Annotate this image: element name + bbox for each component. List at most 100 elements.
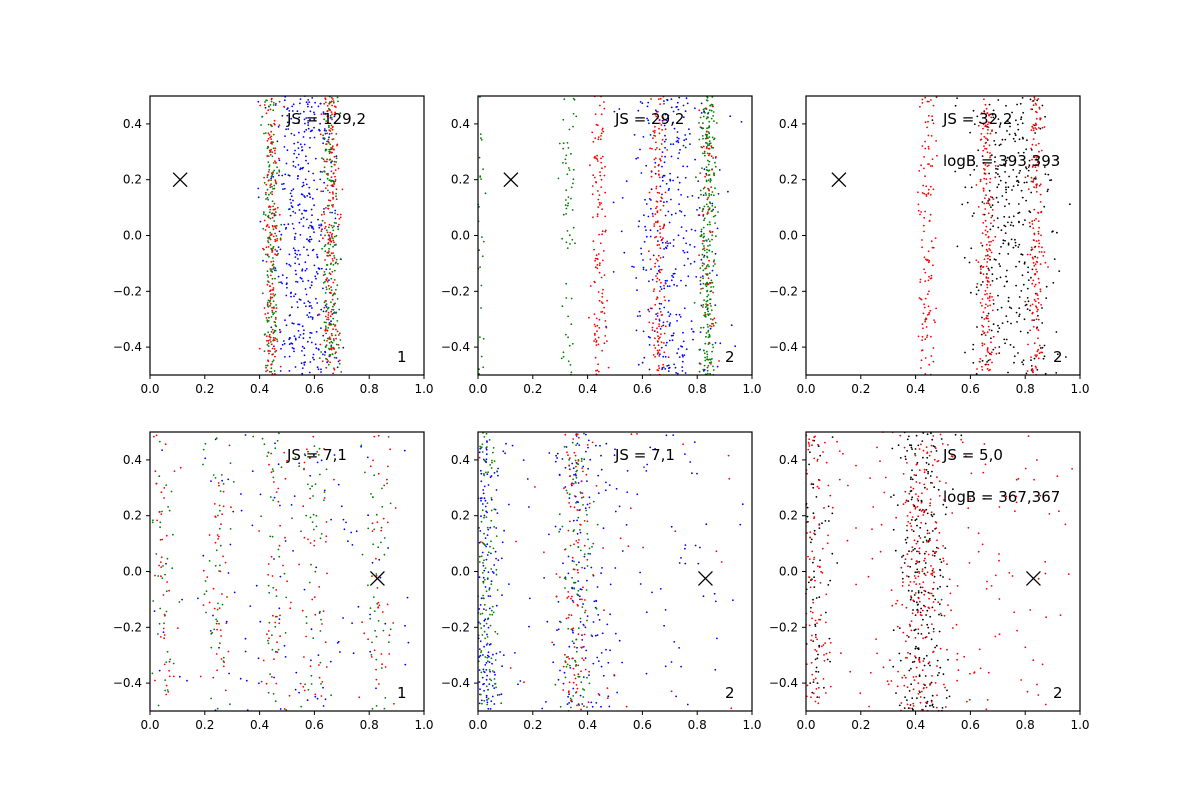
scatter-point (591, 193, 594, 196)
scatter-point (1007, 221, 1009, 224)
scatter-point (984, 142, 987, 145)
scatter-point (1019, 102, 1022, 105)
scatter-point (319, 537, 322, 540)
scatter-point (569, 243, 571, 245)
scatter-point (330, 262, 332, 265)
scatter-point (593, 248, 595, 251)
scatter-point (922, 618, 924, 621)
scatter-point (892, 629, 895, 632)
x-tick-label: 0.8 (1016, 382, 1035, 396)
scatter-point (369, 613, 371, 616)
scatter-point (591, 131, 594, 134)
scatter-point (997, 330, 999, 333)
scatter-point (667, 242, 669, 245)
scatter-point (616, 691, 618, 694)
scatter-point (1012, 246, 1015, 249)
scatter-point (658, 265, 660, 268)
scatter-point (706, 99, 709, 102)
scatter-point (676, 139, 679, 142)
scatter-point (922, 581, 925, 583)
scatter-point (572, 667, 575, 670)
scatter-point (574, 454, 577, 457)
scatter-point (1035, 158, 1038, 161)
scatter-point (921, 339, 923, 341)
scatter-point (898, 704, 901, 707)
scatter-point (650, 207, 652, 210)
scatter-point (990, 216, 993, 219)
scatter-point (486, 699, 488, 701)
scatter-point (1028, 221, 1031, 224)
scatter-point (479, 688, 481, 691)
scatter-point (299, 299, 302, 301)
scatter-point (278, 169, 281, 172)
scatter-point (481, 451, 484, 453)
scatter-point (707, 264, 709, 266)
scatter-point (566, 703, 569, 705)
y-tick-label: 0.4 (779, 117, 798, 131)
scatter-point (1031, 311, 1034, 314)
scatter-point (596, 258, 599, 260)
scatter-point (906, 575, 908, 577)
scatter-point (295, 280, 297, 283)
scatter-point (569, 520, 571, 523)
scatter-point (284, 632, 287, 634)
scatter-point (828, 637, 831, 640)
scatter-point (720, 561, 723, 563)
scatter-point (480, 699, 483, 702)
scatter-point (1037, 211, 1039, 214)
scatter-point (702, 282, 705, 285)
scatter-point (647, 250, 650, 253)
scatter-point (317, 218, 319, 221)
scatter-point (1015, 284, 1017, 287)
scatter-point (303, 110, 305, 113)
scatter-point (268, 168, 271, 171)
scatter-point (684, 547, 686, 550)
scatter-point (608, 484, 611, 486)
scatter-point (660, 314, 663, 316)
scatter-point (600, 454, 602, 457)
scatter-point (277, 463, 280, 466)
scatter-point (318, 226, 321, 229)
scatter-point (915, 481, 918, 483)
scatter-point (727, 454, 730, 457)
scatter-point (1026, 287, 1029, 290)
scatter-point (313, 358, 315, 361)
scatter-point (371, 641, 373, 644)
scatter-point (309, 301, 311, 304)
scatter-point (272, 332, 275, 334)
scatter-point (205, 590, 208, 593)
scatter-point (582, 696, 585, 698)
scatter-point (598, 271, 601, 274)
scatter-point (1027, 175, 1029, 177)
scatter-point (1017, 152, 1020, 154)
scatter-point (991, 296, 993, 298)
scatter-point (265, 246, 268, 249)
scatter-point (294, 212, 297, 214)
scatter-point (979, 302, 982, 304)
scatter-point (645, 470, 648, 472)
scatter-point (299, 168, 301, 171)
scatter-point (573, 474, 575, 476)
scatter-point (585, 509, 587, 512)
scatter-point (1000, 306, 1003, 309)
scatter-point (656, 147, 658, 149)
scatter-point (970, 291, 972, 294)
scatter-point (270, 341, 272, 343)
scatter-point (690, 328, 693, 330)
scatter-point (274, 240, 277, 243)
scatter-point (584, 507, 587, 510)
scatter-point (308, 146, 311, 149)
scatter-point (605, 442, 608, 445)
scatter-point (618, 639, 621, 642)
scatter-point (326, 184, 329, 187)
scatter-point (702, 137, 704, 140)
scatter-point (812, 483, 815, 486)
scatter-point (919, 213, 921, 216)
scatter-point (920, 624, 923, 627)
scatter-point (702, 368, 705, 371)
scatter-point (715, 550, 718, 553)
scatter-point (493, 687, 496, 689)
scatter-point (309, 235, 312, 238)
scatter-point (710, 145, 713, 148)
scatter-point (266, 364, 269, 367)
